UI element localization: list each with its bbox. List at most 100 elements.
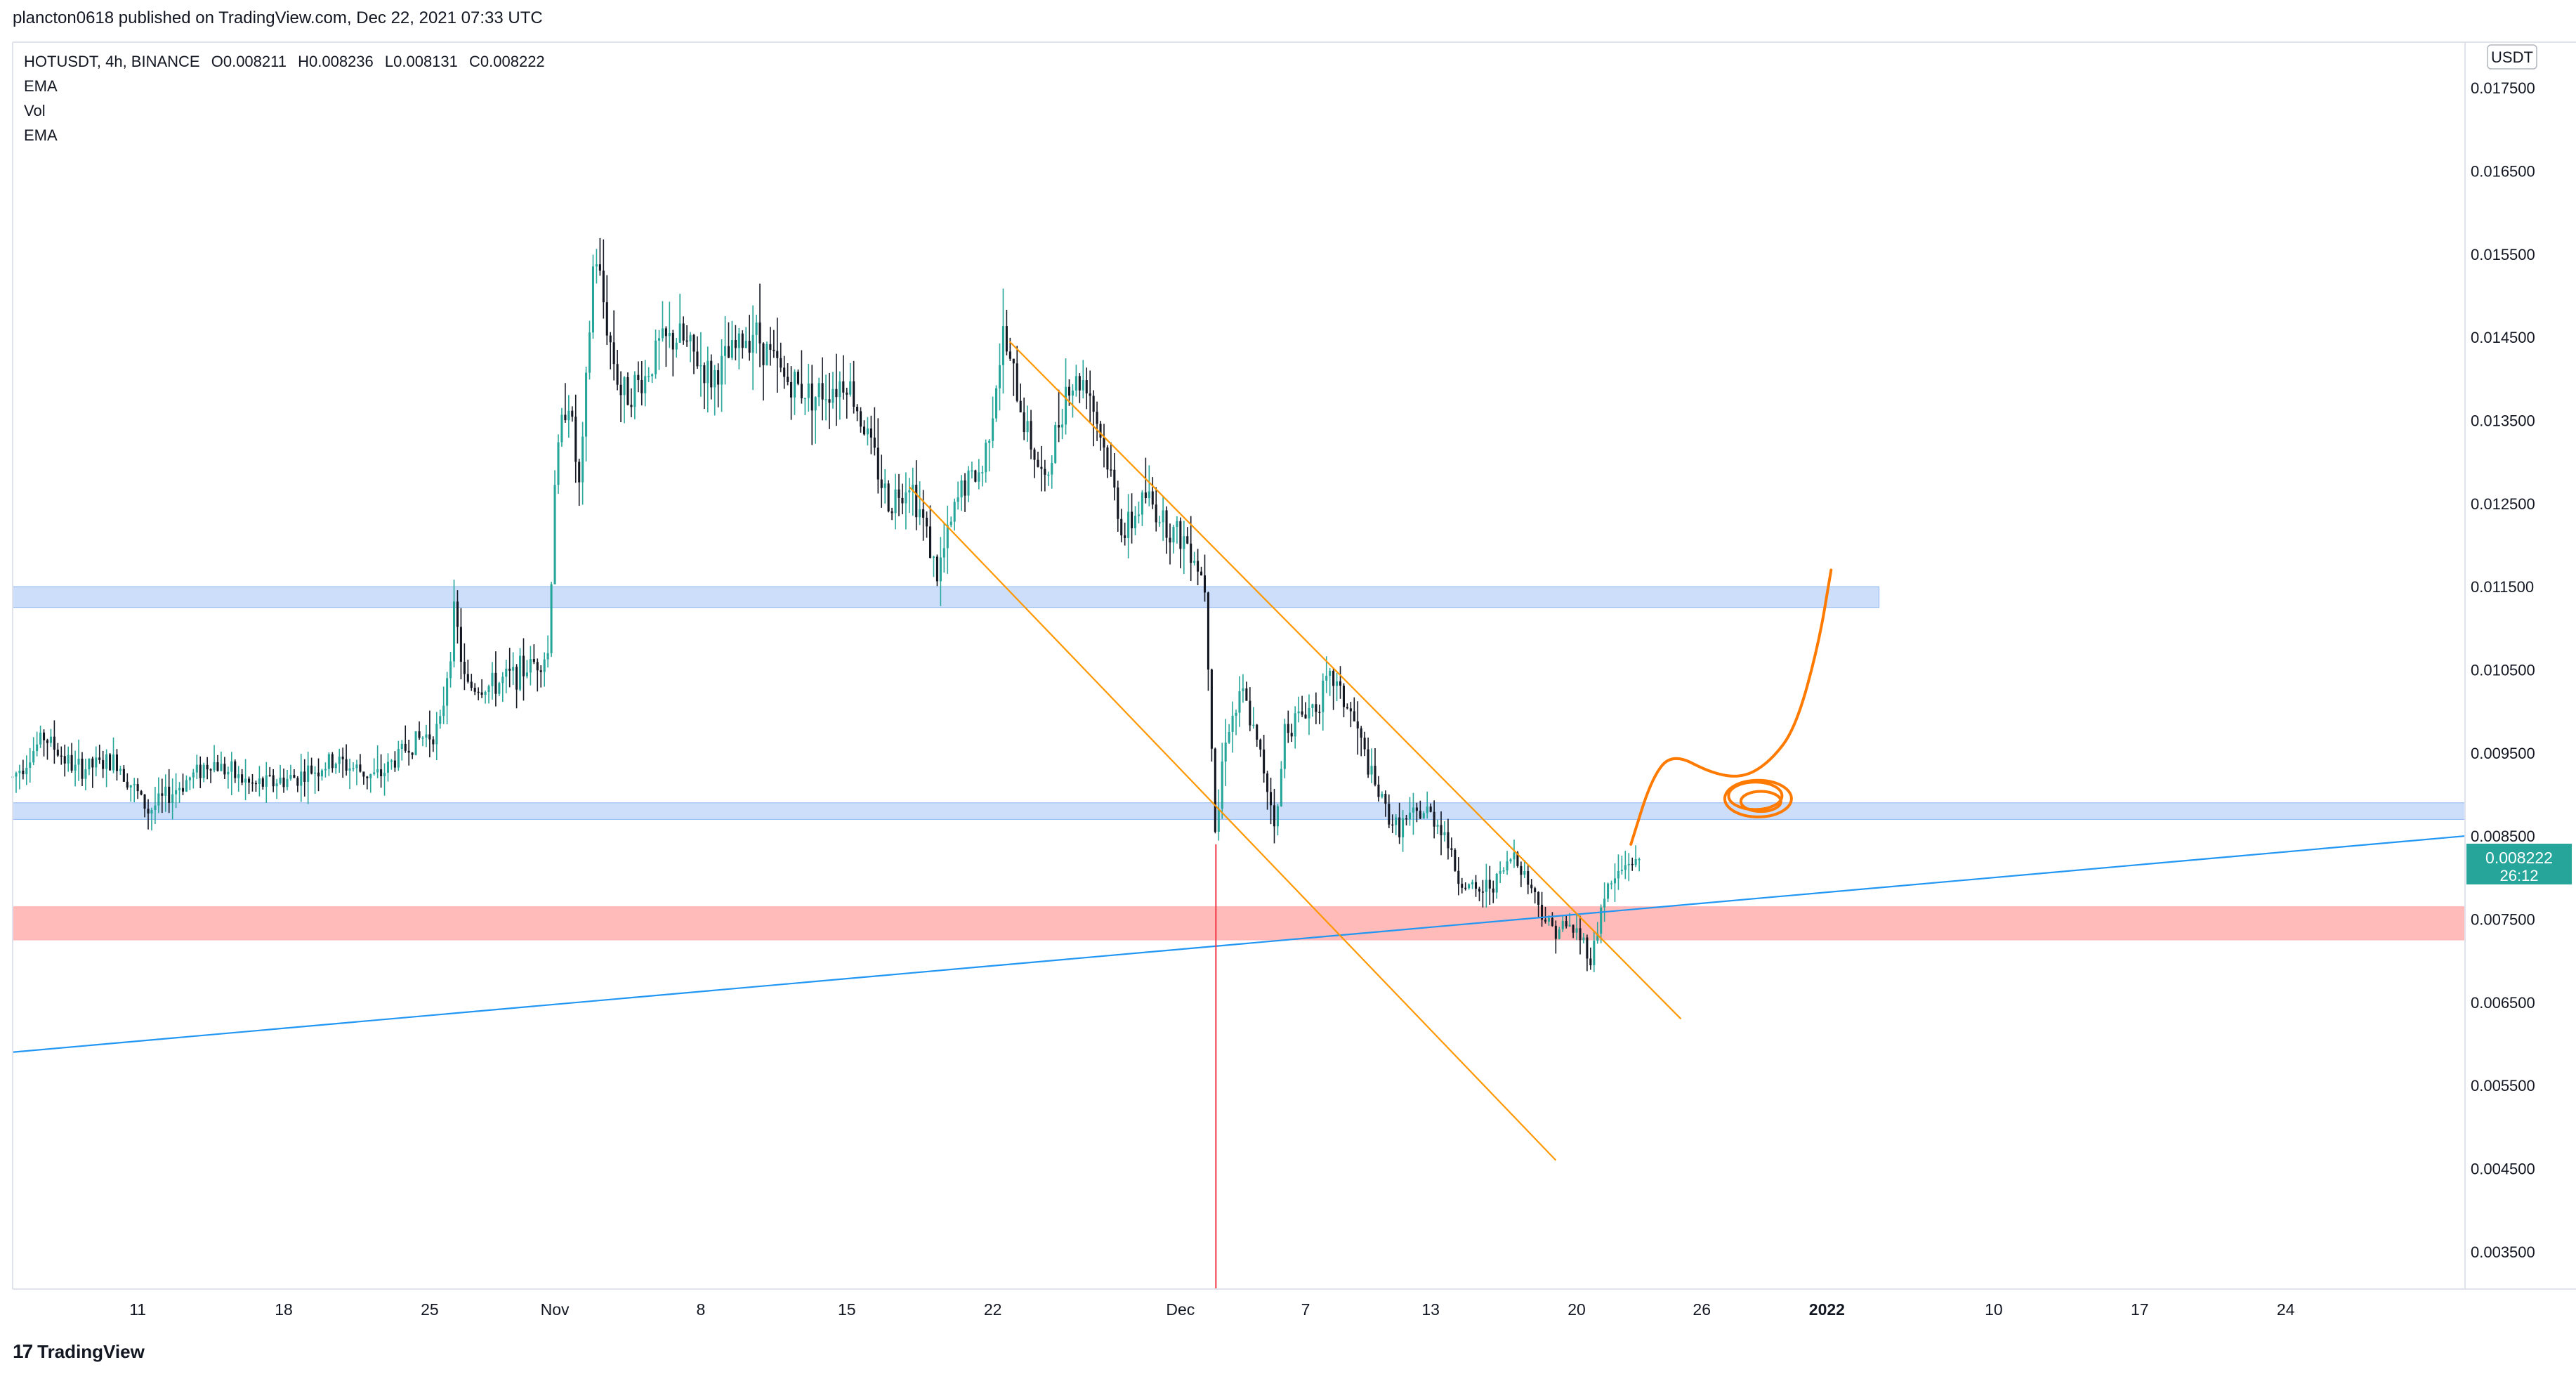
candle-body <box>91 758 94 768</box>
tradingview-logo[interactable]: 17 TradingView <box>13 1340 145 1363</box>
candle-body <box>1023 412 1025 433</box>
candle-body <box>1148 491 1150 499</box>
candle-body <box>1541 904 1544 920</box>
candle-body <box>452 601 456 662</box>
candle-body <box>1572 924 1575 933</box>
candle-body <box>876 447 879 480</box>
candle-body <box>1492 888 1494 893</box>
candle-body <box>675 342 678 350</box>
bar-countdown: 26:12 <box>2499 867 2538 884</box>
channel-upper-line[interactable] <box>1008 341 1682 1020</box>
candle-body <box>1575 928 1578 933</box>
candle-body <box>581 436 584 483</box>
candle-body <box>1339 681 1342 686</box>
candle-body <box>293 775 296 778</box>
unit-badge[interactable] <box>2487 44 2537 70</box>
candle-body <box>1106 447 1109 470</box>
time-axis[interactable]: 11 18 25 Nov 8 15 22 Dec 7 13 20 26 2022 10 17 24 <box>129 1300 2294 1319</box>
candle-body <box>1620 870 1623 871</box>
price-tick-label: 0.014500 <box>2471 329 2535 346</box>
candle-body <box>571 410 574 417</box>
candle-body <box>664 328 667 336</box>
candle-body <box>605 302 608 336</box>
candle-body <box>53 736 55 750</box>
candle-body <box>1561 920 1564 929</box>
candle-body <box>623 377 626 396</box>
projection-loop-1[interactable] <box>1723 778 1793 818</box>
channel-lower-line[interactable] <box>909 486 1557 1161</box>
candle-body <box>22 771 25 775</box>
indicator-vol[interactable]: Vol <box>24 102 46 119</box>
candle-body <box>46 740 49 743</box>
red-support-zone[interactable] <box>12 906 2466 941</box>
candle-body <box>860 411 862 427</box>
candle-body <box>49 736 52 743</box>
candle-body <box>1308 707 1310 719</box>
candle-body <box>1631 863 1634 865</box>
time-tick-label: 2022 <box>1809 1300 1845 1319</box>
candle-body <box>25 767 28 775</box>
price-tick-label: 0.013500 <box>2471 412 2535 429</box>
candle-body <box>119 769 121 771</box>
candle-body <box>633 374 636 407</box>
candle-body <box>574 417 577 462</box>
candle-body <box>1499 870 1501 874</box>
candle-body <box>981 472 984 473</box>
candle-body <box>710 360 713 388</box>
candle-body <box>1217 809 1220 832</box>
candle-body <box>362 771 365 777</box>
candle-body <box>1332 670 1335 686</box>
candle-body <box>1304 714 1307 719</box>
indicator-ema-2[interactable]: EMA <box>24 126 58 144</box>
candle-body <box>696 351 699 367</box>
projection-loop-3[interactable] <box>1739 790 1782 813</box>
indicator-ema-1[interactable]: EMA <box>24 77 58 95</box>
projection-loop-2[interactable] <box>1727 780 1784 811</box>
candle-body <box>487 686 490 693</box>
candle-body <box>435 724 438 745</box>
candle-body <box>557 442 560 485</box>
candle-body <box>334 764 337 769</box>
candle-body <box>1207 592 1209 670</box>
candle-body <box>1127 511 1130 538</box>
candle-body <box>84 769 87 779</box>
candle-body <box>1089 393 1091 396</box>
candle-body <box>188 777 191 780</box>
candle-body <box>74 764 77 771</box>
candle-body <box>1627 863 1630 865</box>
candle-body <box>609 335 612 343</box>
candle-body <box>386 762 390 773</box>
symbol-row[interactable]: HOTUSDT, 4h, BINANCE O0.008211 H0.008236… <box>24 49 552 74</box>
candle-body <box>109 754 112 771</box>
candle-body <box>1353 711 1355 721</box>
candle-body <box>1349 708 1352 712</box>
candle-body <box>102 759 105 769</box>
candle-body <box>780 358 782 368</box>
candle-body <box>1589 958 1592 966</box>
candle-body <box>115 754 119 771</box>
candle-body <box>43 732 46 740</box>
price-tick-label: 0.008500 <box>2471 828 2535 845</box>
candle-body <box>1099 424 1102 438</box>
candle-body <box>727 346 730 358</box>
last-price-tag[interactable] <box>2466 843 2572 884</box>
price-tick-label: 0.010500 <box>2471 661 2535 679</box>
time-tick-label: 15 <box>838 1300 856 1319</box>
candle-body <box>1586 937 1589 959</box>
projection-curve[interactable] <box>1629 568 1833 846</box>
price-axis[interactable]: 0.017500 0.016500 0.015500 0.014500 0.013500… <box>2471 44 2537 1261</box>
mid-support-zone[interactable] <box>12 802 2466 820</box>
candle-body <box>964 480 966 496</box>
candle-body <box>1075 376 1077 391</box>
candle-body <box>1600 907 1603 934</box>
candle-body <box>960 480 963 498</box>
candle-body <box>529 659 532 673</box>
candle-body <box>839 381 841 398</box>
candle-body <box>327 754 330 769</box>
candle-body <box>821 383 824 400</box>
upper-resistance-zone[interactable] <box>12 586 1880 608</box>
candle-body <box>1374 766 1376 785</box>
rising-trendline[interactable] <box>12 835 2466 1053</box>
candle-body <box>175 790 178 795</box>
